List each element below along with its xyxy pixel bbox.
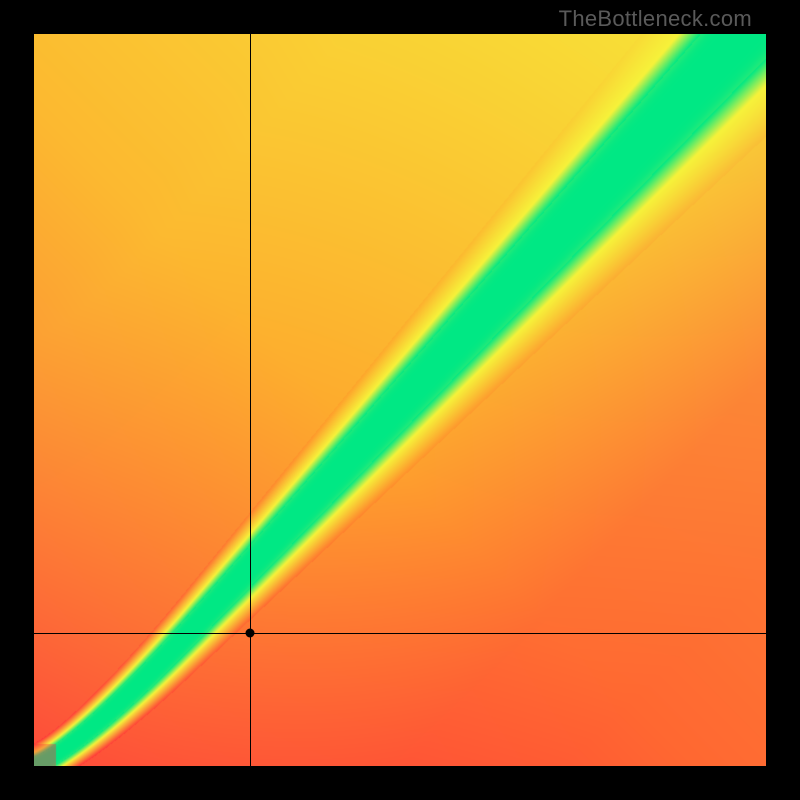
crosshair-horizontal — [34, 633, 766, 634]
heatmap-canvas — [34, 34, 766, 766]
crosshair-vertical — [250, 34, 251, 766]
crosshair-marker — [245, 628, 254, 637]
watermark-text: TheBottleneck.com — [559, 6, 752, 32]
heatmap-plot — [34, 34, 766, 766]
